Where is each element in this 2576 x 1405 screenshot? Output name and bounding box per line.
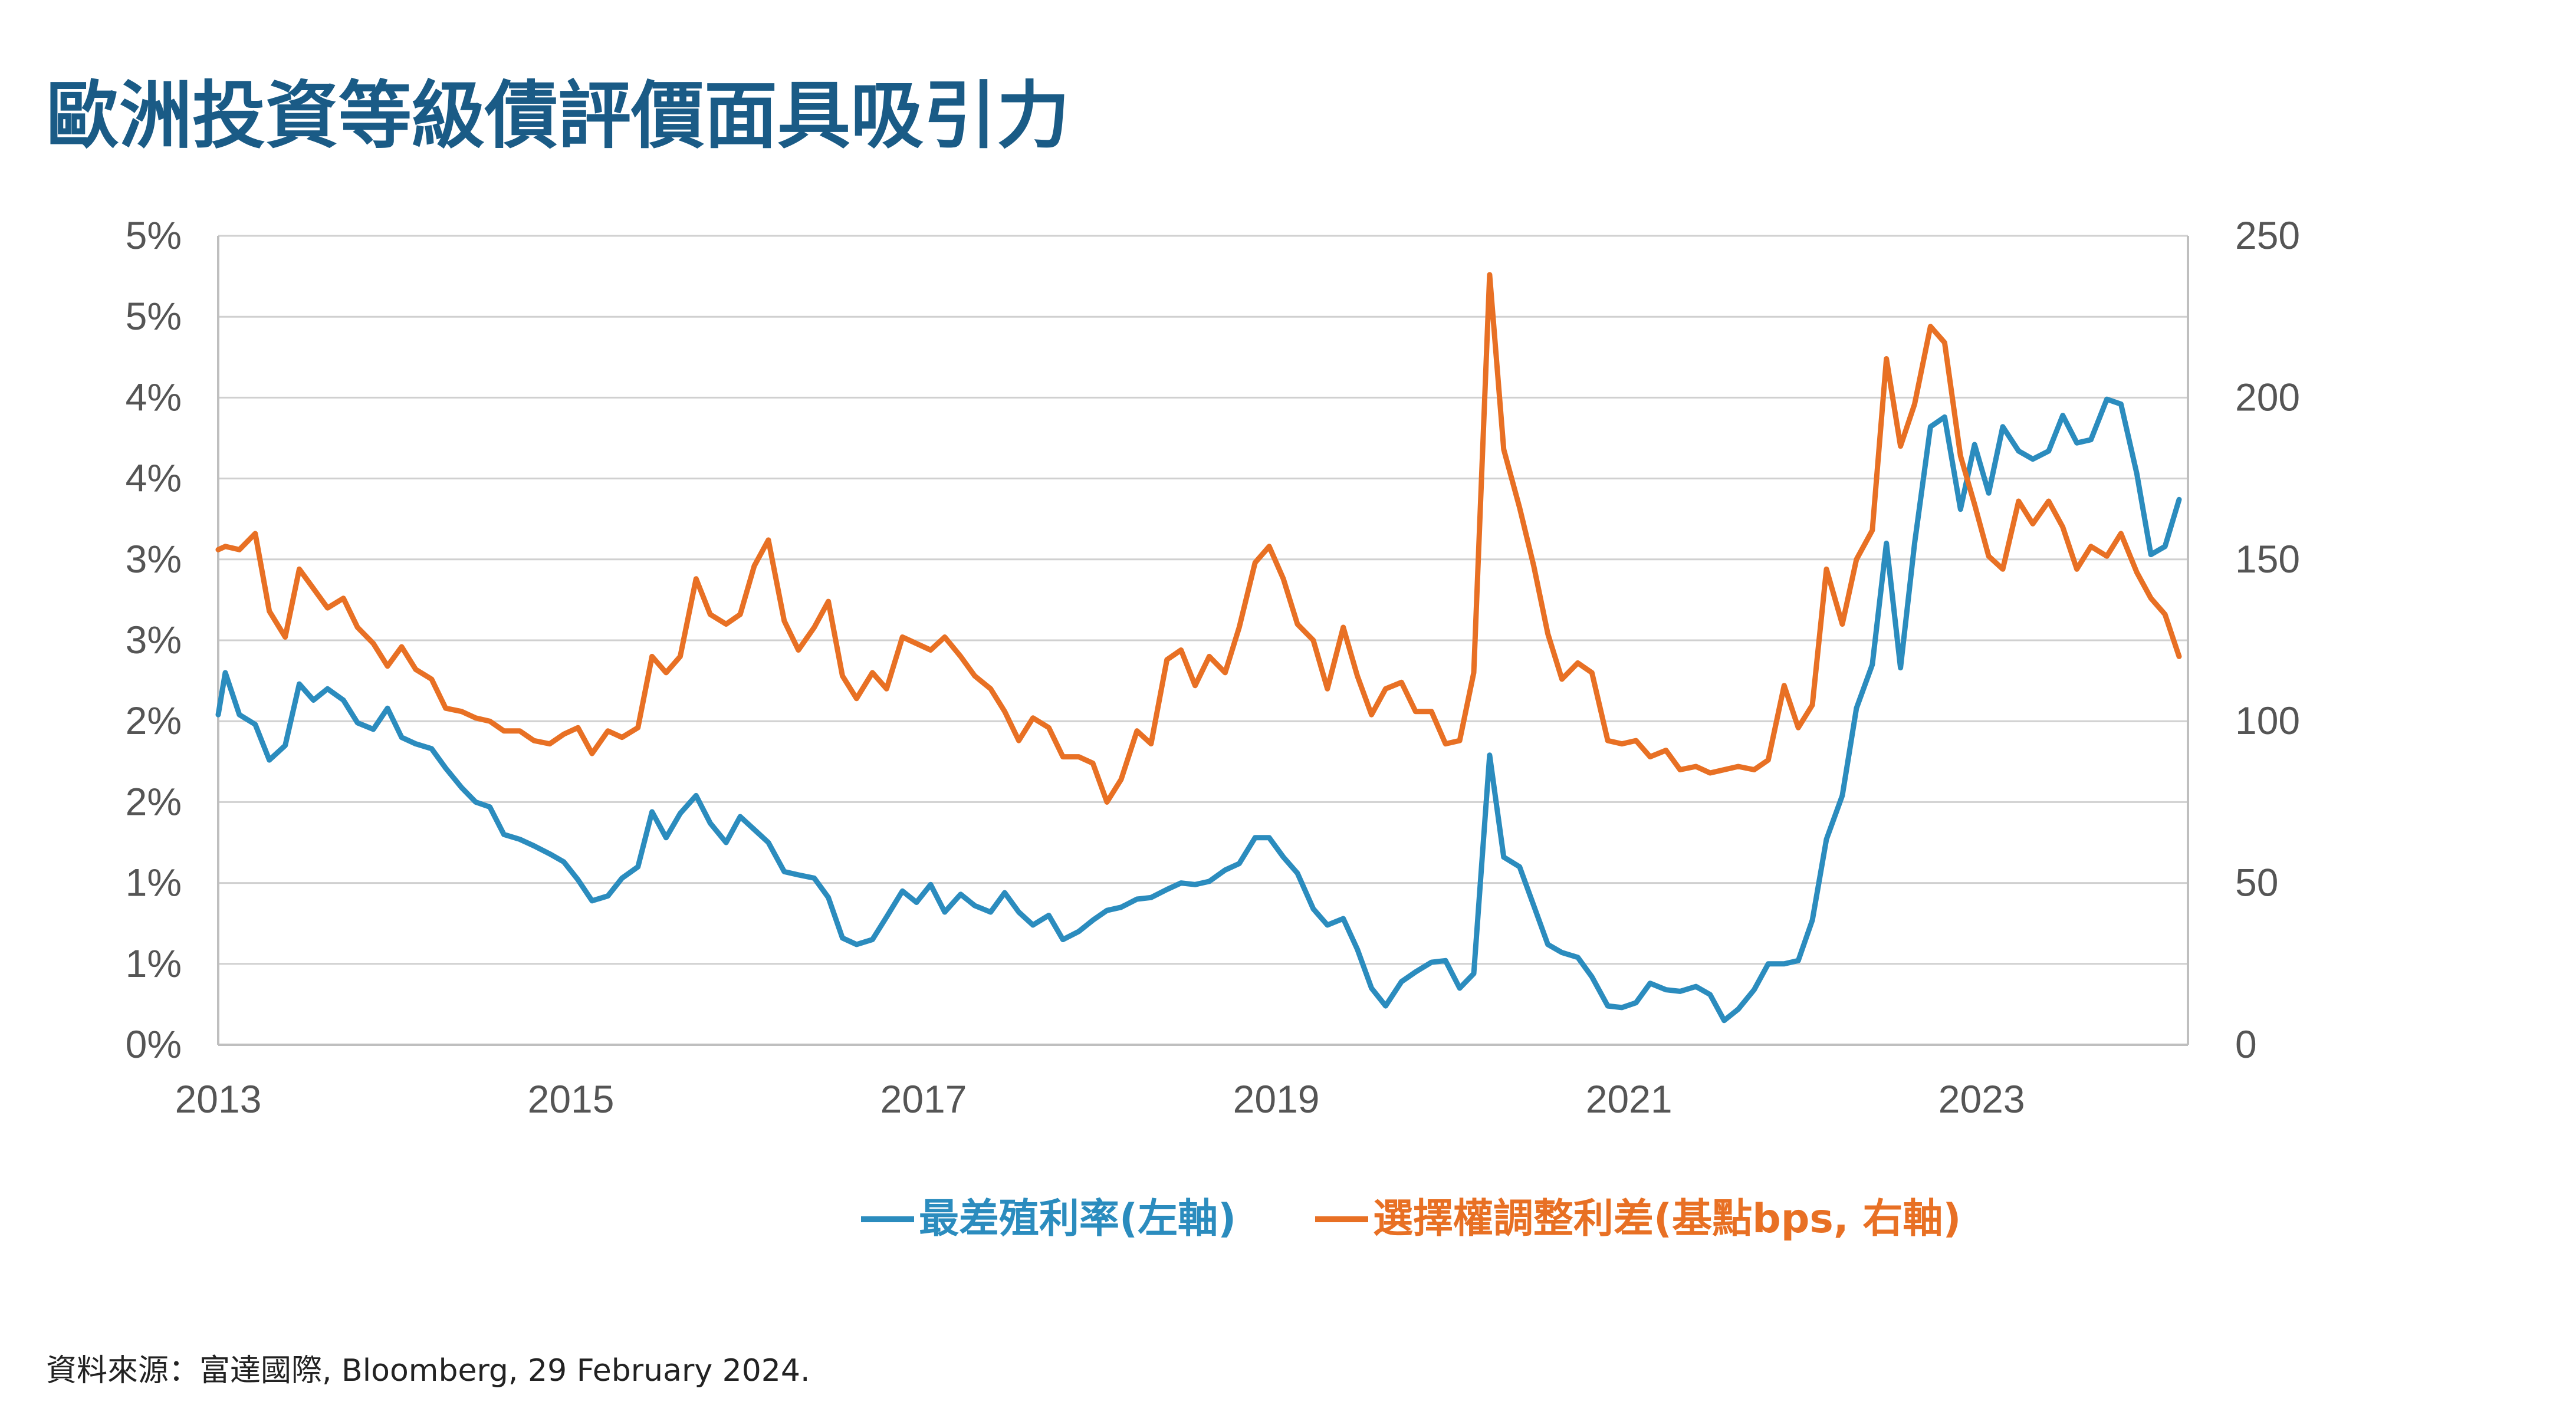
x-tick-label: 2015 [528,1077,615,1121]
y-left-tick-label: 3% [126,537,182,581]
legend: 最差殖利率(左軸) 選擇權調整利差(基點bps, 右軸) [861,1196,1961,1242]
source-note: 資料來源：富達國際, Bloomberg, 29 February 2024. [46,1353,810,1388]
y-left-tick-label: 4% [126,375,182,419]
series-line-yield-to-worst [215,396,2182,1024]
y-left-tick-label: 2% [126,699,182,742]
x-tick-label: 2013 [175,1077,262,1121]
y-left-tick-label: 5% [126,213,182,257]
x-tick-label: 2023 [1938,1077,2025,1121]
x-tick-label: 2017 [880,1077,967,1121]
gridlines [218,235,2188,1046]
chart-title: 歐洲投資等級債評價面具吸引力 [46,74,1070,159]
y-left-tick-label: 4% [126,456,182,500]
y-right-tick-label: 0 [2235,1022,2257,1066]
legend-item-oas-label: 選擇權調整利差(基點bps, 右軸) [1373,1196,1961,1242]
y-right-tick-label: 50 [2235,861,2278,904]
y-right-tick-label: 150 [2235,537,2300,581]
x-tick-label: 2019 [1233,1077,1320,1121]
series-lines [215,272,2182,1024]
axes: 0% 1% 1% 2% 2% 3% 3% 4% 4% 5% 5% 0 50 100 150 200 250 201… [126,213,2301,1121]
y-left-tick-label: 2% [126,779,182,823]
y-right-tick-label: 100 [2235,699,2300,742]
legend-item-yield-label: 最差殖利率(左軸) [919,1196,1236,1242]
y-left-tick-label: 3% [126,618,182,662]
y-left-tick-label: 0% [126,1022,182,1066]
y-left-tick-label: 1% [126,861,182,904]
y-left-tick-label: 5% [126,294,182,338]
series-line-oas [215,272,2182,805]
y-right-tick-label: 250 [2235,213,2300,257]
y-right-tick-label: 200 [2235,375,2300,419]
y-left-tick-label: 1% [126,942,182,985]
x-tick-label: 2021 [1586,1077,1673,1121]
